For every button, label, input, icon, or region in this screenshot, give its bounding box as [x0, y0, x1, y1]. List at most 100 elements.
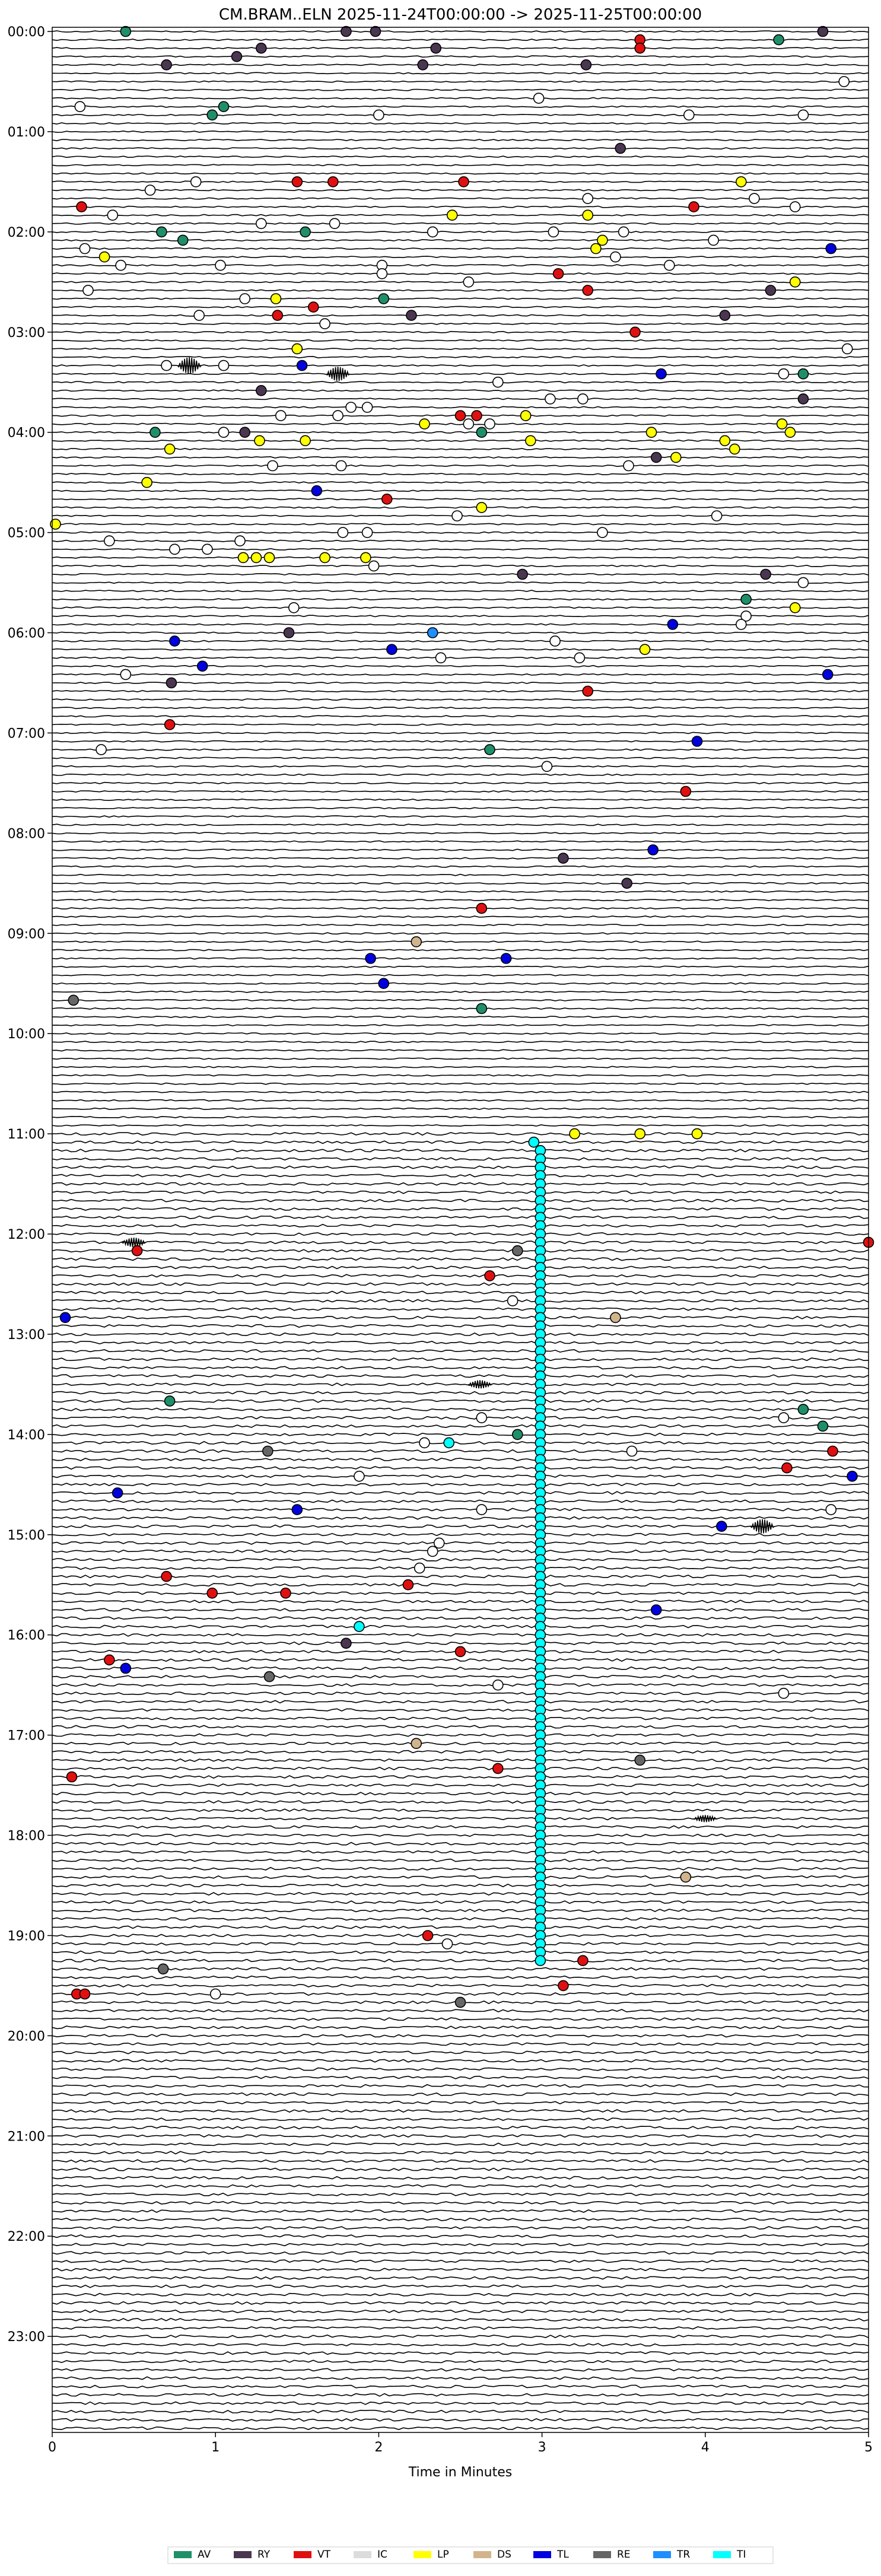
event-marker — [98, 251, 110, 263]
event-marker — [354, 1471, 365, 1482]
trace-row — [52, 748, 869, 751]
event-marker — [156, 226, 167, 238]
y-tick-label: 08:00 — [8, 826, 45, 841]
trace-row — [52, 681, 869, 685]
trace-row — [52, 1883, 869, 1888]
event-marker — [476, 427, 488, 438]
legend-swatch — [354, 2551, 371, 2558]
event-marker — [376, 268, 388, 279]
event-marker — [288, 602, 300, 613]
event-marker — [511, 1245, 523, 1257]
trace-row — [52, 2267, 869, 2272]
trace-row — [52, 1024, 869, 1027]
trace-row — [52, 230, 869, 233]
trace-row — [52, 2059, 869, 2063]
trace-row — [52, 1783, 869, 1788]
trace-row — [52, 147, 869, 150]
trace-row — [52, 1983, 869, 1987]
trace-row — [52, 1833, 869, 1837]
trace-row — [52, 865, 869, 868]
trace-row — [52, 957, 869, 960]
trace-row — [52, 1241, 869, 1245]
trace-row — [52, 1750, 869, 1754]
trace-row — [52, 347, 869, 350]
event-marker — [797, 109, 809, 121]
y-tick-label: 13:00 — [8, 1328, 45, 1343]
event-marker — [789, 276, 801, 288]
event-marker — [582, 193, 594, 204]
event-marker — [411, 936, 422, 947]
event-marker — [291, 176, 303, 187]
x-axis: 0 1 2 3 4 5 — [48, 2432, 873, 2455]
trace-row — [52, 1049, 869, 1052]
trace-row — [52, 1366, 869, 1370]
legend-label: TI — [736, 2549, 746, 2561]
event-marker — [535, 1955, 546, 1966]
trace-row — [52, 1449, 869, 1454]
y-tick-label: 19:00 — [8, 1929, 45, 1944]
trace-row — [52, 1992, 869, 1996]
trace-row — [52, 815, 869, 818]
waveform-burst — [467, 1380, 492, 1389]
legend-box — [167, 2546, 774, 2564]
event-marker — [451, 510, 463, 521]
event-marker — [680, 1871, 692, 1883]
event-marker — [765, 285, 777, 296]
event-marker — [411, 1738, 422, 1749]
legend-label: DS — [497, 2549, 511, 2561]
event-marker — [577, 1955, 589, 1966]
trace-row — [52, 606, 869, 609]
event-marker — [789, 602, 801, 613]
event-marker — [552, 268, 564, 279]
event-marker — [664, 259, 675, 271]
event-marker — [548, 226, 559, 238]
event-marker — [76, 201, 87, 212]
trace-row — [52, 30, 869, 33]
trace-row — [52, 965, 869, 968]
event-marker — [190, 176, 202, 187]
event-marker — [476, 902, 488, 914]
plot-frame — [52, 27, 869, 2433]
event-marker — [107, 209, 119, 221]
trace-row — [52, 781, 869, 784]
event-marker — [414, 1562, 425, 1574]
trace-row — [52, 1149, 869, 1153]
event-marker — [492, 376, 504, 388]
y-tick-label: 09:00 — [8, 927, 45, 942]
trace-row — [52, 439, 869, 442]
event-marker — [838, 76, 850, 87]
event-marker — [327, 176, 339, 187]
event-marker — [272, 310, 284, 321]
event-marker — [520, 410, 532, 421]
trace-row — [52, 264, 869, 267]
trace-row — [52, 974, 869, 977]
trace-row — [52, 1249, 869, 1253]
event-marker — [615, 142, 626, 154]
trace-row — [52, 799, 869, 802]
event-marker — [427, 226, 438, 238]
trace-row — [52, 1875, 869, 1879]
legend-label: TL — [556, 2549, 569, 2561]
trace-row — [52, 915, 869, 918]
trace-row — [52, 523, 869, 526]
trace-row — [52, 1157, 869, 1161]
event-marker — [255, 384, 267, 396]
trace-row — [52, 2384, 869, 2389]
trace-row — [52, 1508, 869, 1512]
trace-row — [52, 1374, 869, 1378]
event-marker — [476, 1412, 488, 1423]
event-marker — [597, 234, 608, 246]
trace-row — [52, 1933, 869, 1938]
event-marker — [164, 443, 176, 455]
trace-row — [52, 1532, 869, 1537]
trace-row — [52, 690, 869, 693]
trace-row — [52, 55, 869, 58]
event-marker — [781, 1462, 793, 1474]
event-marker — [161, 360, 172, 371]
trace-row — [52, 72, 869, 75]
trace-row — [52, 548, 869, 551]
trace-row — [52, 1808, 869, 1812]
event-marker — [79, 1988, 91, 2000]
trace-row — [52, 222, 869, 225]
event-marker — [68, 994, 79, 1006]
